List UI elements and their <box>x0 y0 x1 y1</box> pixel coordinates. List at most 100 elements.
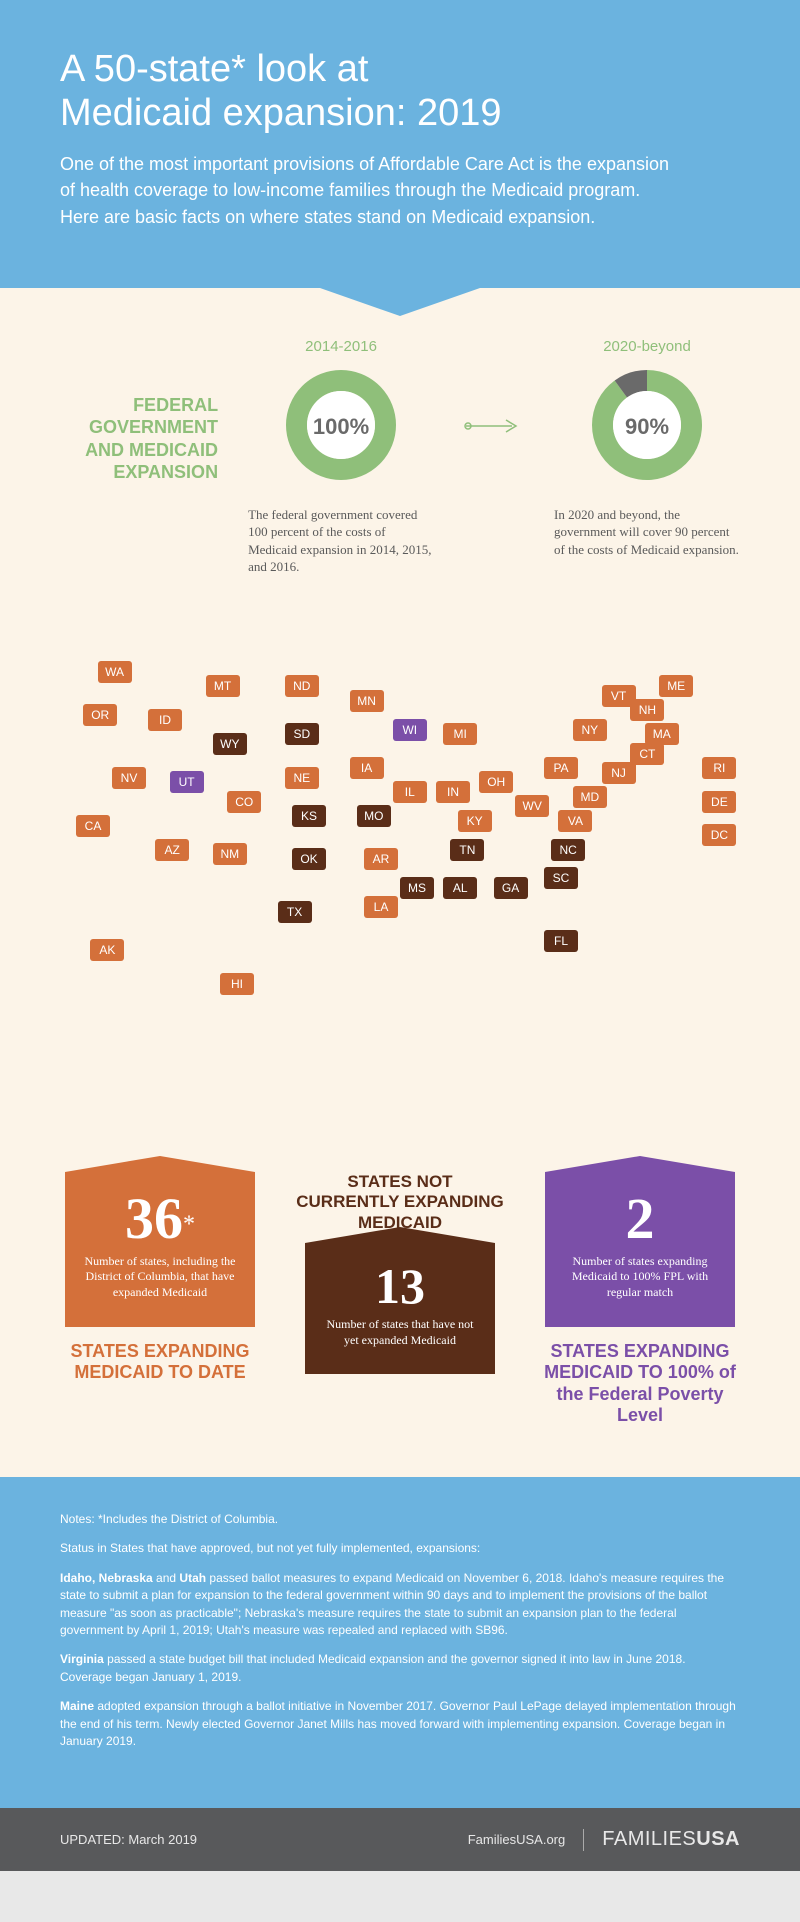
donut-right-caption: In 2020 and beyond, the government will … <box>554 506 740 559</box>
stat-notexp-desc: Number of states that have not yet expan… <box>319 1317 481 1348</box>
state-fl: FL <box>544 930 578 952</box>
state-oh: OH <box>479 771 513 793</box>
title-line-2: Medicaid expansion: 2019 <box>60 92 502 134</box>
state-mt: MT <box>206 675 240 697</box>
stat-not-expanded: STATES NOT CURRENTLY EXPANDING MEDICAID … <box>295 1172 505 1427</box>
donut-right-percent: 90% <box>625 414 669 440</box>
donut-left: 2014-2016 100% The federal government co… <box>248 338 434 576</box>
state-nv: NV <box>112 767 146 789</box>
donut-heading: FEDERAL GOVERNMENT AND MEDICAID EXPANSIO… <box>60 338 218 484</box>
state-in: IN <box>436 781 470 803</box>
title-line-1: A 50-state* look at <box>60 48 368 90</box>
stat-partial-number: 2 <box>559 1190 721 1248</box>
notes-me-text: adopted expansion through a ballot initi… <box>60 1699 736 1748</box>
donut-arrow <box>464 338 524 441</box>
stat-expanded: 36* Number of states, including the Dist… <box>55 1172 265 1427</box>
state-ct: CT <box>630 743 664 765</box>
stat-expanded-title: STATES EXPANDING MEDICAID TO DATE <box>55 1341 265 1384</box>
donut-section: FEDERAL GOVERNMENT AND MEDICAID EXPANSIO… <box>0 288 800 612</box>
state-wa: WA <box>98 661 132 683</box>
state-ut: UT <box>170 771 204 793</box>
stat-notexp-pretitle: STATES NOT CURRENTLY EXPANDING MEDICAID <box>295 1172 505 1233</box>
stat-expanded-shield: 36* Number of states, including the Dist… <box>65 1172 255 1327</box>
donut-right-chart: 90% <box>587 365 707 490</box>
state-mn: MN <box>350 690 384 712</box>
state-ok: OK <box>292 848 326 870</box>
donut-right: 2020-beyond 90% In 2020 and beyond, the … <box>554 338 740 559</box>
notes-asterisk: Notes: *Includes the District of Columbi… <box>60 1511 740 1528</box>
state-ar: AR <box>364 848 398 870</box>
stat-partial-title: STATES EXPANDING MEDICAID TO 100% of the… <box>535 1341 745 1427</box>
notes-inu-text: passed ballot measures to expand Medicai… <box>60 1571 724 1637</box>
us-map-section: WAORIDMTNDMNWIMINYVTNHMEMACTRINVUTWYSDNE… <box>0 612 800 1142</box>
state-pa: PA <box>544 757 578 779</box>
us-map: WAORIDMTNDMNWIMINYVTNHMEMACTRINVUTWYSDNE… <box>40 642 760 1122</box>
state-nm: NM <box>213 843 247 865</box>
footer-brand-light: FAMILIES <box>602 1828 696 1850</box>
state-wi: WI <box>393 719 427 741</box>
state-la: LA <box>364 896 398 918</box>
stat-expanded-asterisk: * <box>183 1212 195 1238</box>
state-hi: HI <box>220 973 254 995</box>
stat-partial-desc: Number of states expanding Medicaid to 1… <box>559 1254 721 1301</box>
state-mo: MO <box>357 805 391 827</box>
stat-row: 36* Number of states, including the Dist… <box>0 1142 800 1477</box>
state-me: ME <box>659 675 693 697</box>
state-ny: NY <box>573 719 607 741</box>
state-ia: IA <box>350 757 384 779</box>
notes-maine: Maine adopted expansion through a ballot… <box>60 1698 740 1750</box>
footer-brand-bold: USA <box>696 1828 740 1850</box>
page-subtitle: One of the most important provisions of … <box>60 151 680 229</box>
state-ca: CA <box>76 815 110 837</box>
notes-virginia: Virginia passed a state budget bill that… <box>60 1651 740 1686</box>
state-mi: MI <box>443 723 477 745</box>
state-dc: DC <box>702 824 736 846</box>
state-md: MD <box>573 786 607 808</box>
state-va: VA <box>558 810 592 832</box>
state-id: ID <box>148 709 182 731</box>
stat-notexp-number: 13 <box>319 1261 481 1311</box>
state-de: DE <box>702 791 736 813</box>
state-sc: SC <box>544 867 578 889</box>
footer-separator <box>583 1829 584 1851</box>
state-ak: AK <box>90 939 124 961</box>
notes-status-intro: Status in States that have approved, but… <box>60 1540 740 1557</box>
state-ri: RI <box>702 757 736 779</box>
notes-section: Notes: *Includes the District of Columbi… <box>0 1477 800 1808</box>
state-sd: SD <box>285 723 319 745</box>
state-tx: TX <box>278 901 312 923</box>
infographic-page: A 50-state* look at Medicaid expansion: … <box>0 0 800 1871</box>
state-az: AZ <box>155 839 189 861</box>
state-ks: KS <box>292 805 326 827</box>
state-nc: NC <box>551 839 585 861</box>
arrow-icon <box>464 416 524 436</box>
notes-idaho-nebraska-utah: Idaho, Nebraska and Utah passed ballot m… <box>60 1570 740 1640</box>
stat-partial: 2 Number of states expanding Medicaid to… <box>535 1172 745 1427</box>
state-wy: WY <box>213 733 247 755</box>
stat-notexp-shield: 13 Number of states that have not yet ex… <box>305 1243 495 1374</box>
state-nd: ND <box>285 675 319 697</box>
stat-partial-shield: 2 Number of states expanding Medicaid to… <box>545 1172 735 1327</box>
state-or: OR <box>83 704 117 726</box>
state-ne: NE <box>285 767 319 789</box>
state-nh: NH <box>630 699 664 721</box>
donut-left-chart: 100% <box>281 365 401 490</box>
state-il: IL <box>393 781 427 803</box>
state-tn: TN <box>450 839 484 861</box>
header-notch-decoration <box>320 288 480 316</box>
state-wv: WV <box>515 795 549 817</box>
stat-expanded-desc: Number of states, including the District… <box>79 1254 241 1301</box>
footer-brand: FAMILIESUSA <box>602 1828 740 1851</box>
footer: UPDATED: March 2019 FamiliesUSA.org FAMI… <box>0 1808 800 1871</box>
donut-left-caption: The federal government covered 100 perce… <box>248 506 434 576</box>
footer-site: FamiliesUSA.org <box>468 1832 566 1847</box>
notes-va-text: passed a state budget bill that included… <box>60 1652 686 1683</box>
donut-left-percent: 100% <box>313 414 369 440</box>
state-nj: NJ <box>602 762 636 784</box>
donut-left-year: 2014-2016 <box>248 338 434 355</box>
footer-right: FamiliesUSA.org FAMILIESUSA <box>468 1828 740 1851</box>
donut-right-year: 2020-beyond <box>554 338 740 355</box>
footer-updated: UPDATED: March 2019 <box>60 1832 197 1847</box>
page-title: A 50-state* look at Medicaid expansion: … <box>60 48 740 135</box>
state-ga: GA <box>494 877 528 899</box>
